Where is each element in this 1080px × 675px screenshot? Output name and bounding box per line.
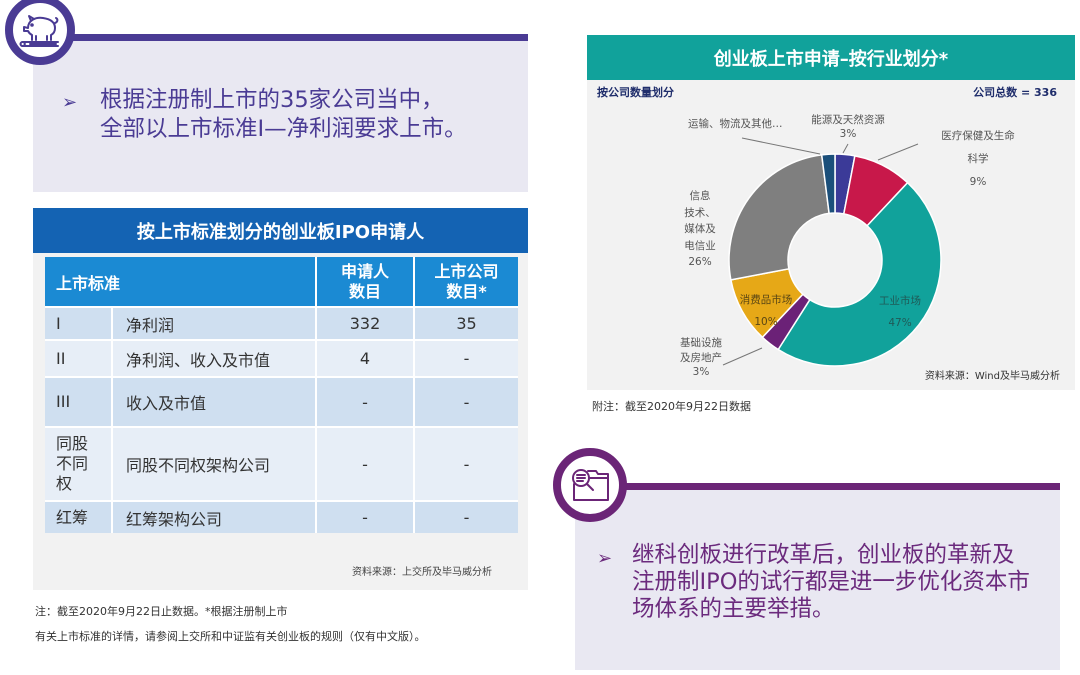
- label-transport: 运输、物流及其他…: [688, 116, 783, 131]
- table-cell-criterion: 红筹架构公司: [113, 502, 315, 533]
- leader-lines: [722, 137, 919, 366]
- header-applicants: 申请人 数目: [317, 257, 413, 306]
- table-footnote: 注：截至2020年9月22日止数据。*根据注册制上市: [35, 605, 288, 618]
- label-line: 3%: [839, 128, 857, 140]
- piggy-bank-on-books-icon: [5, 0, 75, 65]
- table-source: 资料来源：上交所及毕马威分析: [352, 567, 492, 578]
- chart-title: 创业板上市申请–按行业划分*: [587, 35, 1075, 80]
- chart-subtitle: 按公司数量划分: [597, 86, 674, 99]
- summary-line: 继科创板进行改革后，创业板的革新及: [632, 542, 1015, 568]
- leader-line-healthcare: [877, 143, 919, 161]
- folder-search-icon: [553, 448, 627, 522]
- label-line: 电信业: [684, 239, 716, 252]
- table-cell-listed: -: [415, 502, 518, 533]
- donut-segment-industrial: [777, 181, 942, 367]
- table-cell-code: 同股不同权: [45, 428, 111, 500]
- donut-chart: [722, 137, 942, 367]
- donut-segment-tmt: [728, 153, 830, 281]
- label-tmt: 信息 技术、 媒体及 电信业 26%: [680, 188, 720, 271]
- label-infrastructure: 基础设施 及房地产 3%: [670, 336, 732, 380]
- summary-line: 注册制IPO的试行都是进一步优化资本市: [632, 569, 1030, 595]
- table-cell-criterion: 净利润: [113, 308, 315, 339]
- table-cell-listed: -: [415, 378, 518, 426]
- cell-text: II: [56, 348, 66, 368]
- cell-text: I: [56, 313, 61, 333]
- ipo-table-title: 按上市标准划分的创业板IPO申请人: [33, 208, 528, 253]
- ipo-applicants-table: 上市标准 申请人 数目 上市公司 数目* I 净利润 332 35 II 净利润…: [45, 257, 518, 533]
- table-cell-listed: -: [415, 341, 518, 376]
- label-line: 10%: [754, 316, 778, 328]
- label-line: 基础设施: [680, 337, 722, 349]
- table-cell-listed: 35: [415, 308, 518, 339]
- table-cell-criterion: 净利润、收入及市值: [113, 341, 315, 376]
- label-line: 26%: [688, 256, 712, 268]
- leader-line-transport: [741, 137, 821, 155]
- summary-line: 场体系的主要举措。: [632, 596, 835, 622]
- header-listed: 上市公司 数目*: [415, 257, 518, 306]
- table-cell-code: III: [45, 378, 111, 426]
- label-line: 3%: [692, 366, 710, 378]
- label-line: 消费品市场: [739, 294, 793, 306]
- chart-note: 附注：截至2020年9月22日数据: [592, 400, 751, 413]
- accent-line-top: [72, 34, 528, 41]
- label-line: 技术、: [684, 206, 716, 219]
- donut-segments: [728, 153, 942, 367]
- label-line: 科学: [967, 153, 989, 165]
- header-listed-line: 上市公司: [434, 261, 499, 281]
- chart-source: 资料来源：Wind及毕马威分析: [924, 371, 1060, 382]
- table-cell-applicants: -: [317, 502, 413, 533]
- table-cell-code: II: [45, 341, 111, 376]
- label-line: 运输、物流及其他…: [688, 118, 783, 130]
- summary-card-top: [33, 41, 528, 192]
- summary-line: 根据注册制上市的35家公司当中，: [100, 87, 444, 113]
- cell-text: III: [56, 392, 71, 411]
- label-line: 工业市场: [879, 295, 921, 307]
- label-line: 医疗保健及生命: [941, 130, 1015, 142]
- table-cell-code: 红筹: [45, 502, 111, 533]
- header-criteria: 上市标准: [45, 257, 315, 306]
- cell-text: 红筹: [56, 507, 89, 527]
- cell-text: 同股不同权: [56, 434, 89, 493]
- label-healthcare: 医疗保健及生命 科学 9%: [922, 125, 1034, 194]
- label-energy: 能源及天然资源 3%: [806, 113, 890, 141]
- accent-line-bottom: [620, 483, 1060, 490]
- header-applicants-line: 数目: [348, 281, 381, 301]
- label-line: 媒体及: [684, 223, 716, 235]
- label-line: 信息: [689, 190, 711, 202]
- table-cell-listed: -: [415, 428, 518, 500]
- table-cell-applicants: 4: [317, 341, 413, 376]
- label-industrial: 工业市场 47%: [870, 290, 930, 334]
- table-cell-applicants: -: [317, 428, 413, 500]
- leader-line-energy: [842, 143, 849, 154]
- header-applicants-line: 申请人: [340, 261, 389, 281]
- label-line: 能源及天然资源: [811, 114, 885, 126]
- summary-line: 全部以上市标准I—净利润要求上市。: [100, 116, 467, 142]
- label-line: 47%: [888, 317, 912, 329]
- summary-card-bottom: [575, 490, 1060, 670]
- leader-line-infrastructure: [722, 347, 763, 366]
- summary-text-top: 根据注册制上市的35家公司当中， 全部以上市标准I—净利润要求上市。: [100, 86, 467, 144]
- label-line: 9%: [969, 176, 987, 188]
- table-cell-applicants: 332: [317, 308, 413, 339]
- chart-total: 公司总数 = 336: [973, 86, 1057, 99]
- donut-segment-transport: [820, 153, 836, 215]
- label-line: 及房地产: [680, 351, 722, 364]
- label-consumer: 消费品市场 10%: [733, 289, 799, 333]
- arrow-bullet-icon: ➢: [597, 548, 613, 569]
- arrow-bullet-icon: ➢: [62, 92, 78, 113]
- table-cell-code: I: [45, 308, 111, 339]
- table-cell-criterion: 收入及市值: [113, 378, 315, 426]
- table-footnote: 有关上市标准的详情，请参阅上交所和中证监有关创业板的规则（仅有中文版）。: [35, 630, 426, 643]
- table-cell-criterion: 同股不同权架构公司: [113, 428, 315, 500]
- header-listed-line: 数目*: [446, 281, 487, 301]
- table-cell-applicants: -: [317, 378, 413, 426]
- summary-text-bottom: 继科创板进行改革后，创业板的革新及 注册制IPO的试行都是进一步优化资本市 场体…: [632, 542, 1030, 623]
